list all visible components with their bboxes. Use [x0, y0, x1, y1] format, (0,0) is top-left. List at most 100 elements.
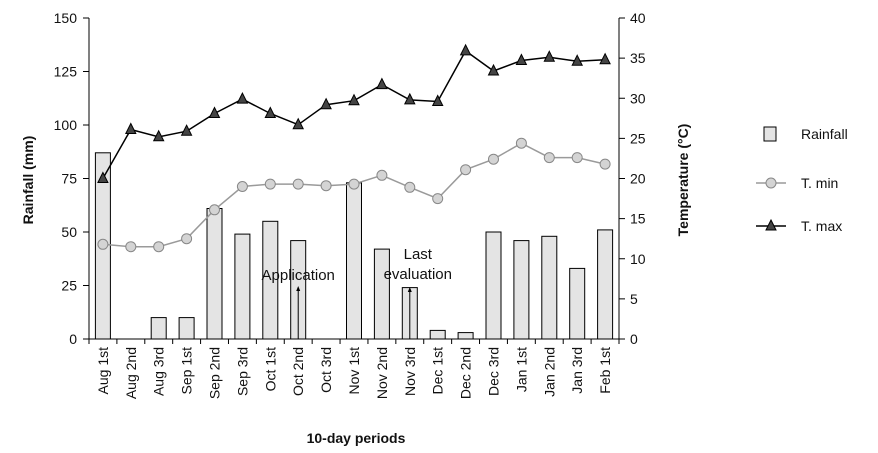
legend-rainfall-label: Rainfall: [801, 126, 848, 142]
right-tick-label: 35: [630, 50, 646, 66]
tmin-point: [515, 137, 527, 149]
tmin-point: [320, 180, 332, 192]
left-tick-label: 75: [61, 171, 77, 187]
tmax-point: [236, 91, 249, 104]
right-tick-label: 15: [630, 211, 646, 227]
right-tick-label: 30: [630, 90, 646, 106]
tmax-point: [599, 52, 611, 65]
tmin-point: [209, 204, 220, 216]
tmin-point: [264, 178, 276, 190]
rainfall-bar: [234, 233, 251, 340]
x-tick-label: Dec 3rd: [486, 347, 502, 396]
temperature-lines: [97, 43, 611, 253]
left-tick-label: 50: [61, 224, 77, 240]
x-tick-label: Jan 3rd: [569, 347, 585, 394]
annotation-arrows: [296, 286, 412, 339]
right-tick-label: 25: [630, 130, 646, 146]
tmin-point: [376, 169, 388, 181]
right-tick-label: 0: [630, 331, 638, 347]
tmax-point: [459, 43, 472, 56]
rainfall-bar: [457, 332, 474, 340]
rainfall-bar: [346, 182, 362, 340]
tmax-point: [264, 106, 277, 118]
rainfall-bar: [485, 231, 502, 340]
tmax-point: [431, 94, 444, 106]
legend: Rainfall T. min T. max: [756, 126, 848, 234]
tmin-point: [404, 181, 416, 193]
rainfall-bar: [150, 317, 167, 340]
tmin-point: [460, 164, 472, 176]
x-tick-label: Aug 3rd: [151, 347, 167, 396]
tmax-point: [97, 171, 109, 183]
rainfall-bar: [206, 208, 223, 340]
left-tick-label: 0: [69, 331, 77, 347]
right-tick-label: 10: [630, 251, 646, 267]
x-tick-label: Oct 1st: [262, 347, 278, 391]
tmax-point: [403, 92, 416, 105]
tmax-point: [376, 77, 388, 90]
rainfall-bar: [429, 329, 446, 340]
x-tick-label: Sep 2nd: [207, 347, 223, 399]
legend-tmax-marker: [765, 218, 777, 231]
tmin-point: [181, 233, 193, 245]
tmin-point: [236, 181, 248, 192]
tmax-point: [320, 97, 332, 110]
x-tick-label: Oct 3rd: [318, 347, 334, 393]
axes: [83, 17, 625, 344]
left-tick-label: 125: [54, 64, 78, 80]
left-tick-label: 150: [54, 10, 78, 26]
annotations: Application Last evaluation: [262, 246, 452, 284]
right-tick-label: 20: [630, 171, 646, 187]
x-axis-title: 10-day periods: [307, 430, 406, 446]
x-tick-label: Dec 2nd: [458, 347, 474, 399]
right-axis-title: Temperature (°C): [675, 124, 691, 237]
tmax-point: [348, 93, 360, 106]
x-tick-label: Sep 3rd: [234, 347, 250, 396]
tmax-point: [208, 106, 221, 118]
tmin-point: [348, 178, 360, 190]
tmax-point: [543, 50, 556, 62]
tmax-point: [124, 122, 137, 134]
x-tick-label: Nov 3rd: [402, 347, 418, 396]
tmax-line: [102, 49, 606, 179]
rainfall-bar: [597, 229, 614, 340]
rainfall-bar: [513, 240, 530, 340]
annotation-arrow-head: [296, 286, 301, 291]
left-tick-label: 100: [54, 117, 78, 133]
right-tick-label: 5: [630, 291, 638, 307]
annotation-last-evaluation: Last evaluation: [384, 246, 452, 283]
x-tick-label: Dec 1st: [430, 347, 446, 395]
tmin-point: [599, 158, 611, 170]
x-tick-label: Oct 2nd: [290, 347, 306, 396]
tmax-point: [571, 54, 584, 66]
tmin-point: [571, 152, 583, 164]
rainfall-bar: [178, 317, 195, 340]
rainfall-bars: [94, 152, 614, 340]
tmin-point: [543, 152, 555, 164]
x-tick-label: Feb 1st: [597, 347, 613, 394]
rainfall-bar: [569, 267, 586, 340]
tmin-point: [488, 153, 499, 165]
x-tick-label: Nov 2nd: [374, 347, 390, 399]
tmax-point: [292, 117, 305, 130]
x-tick-label: Aug 1st: [95, 347, 111, 395]
x-tick-label: Sep 1st: [179, 347, 195, 395]
legend-rainfall-swatch: [763, 126, 777, 142]
tmin-point: [432, 193, 444, 205]
rainfall-bar: [373, 248, 390, 340]
tmin-point: [153, 241, 165, 253]
tmin-point: [97, 238, 109, 250]
tmax-point: [487, 63, 500, 76]
annotation-application: Application: [262, 267, 335, 284]
legend-tmax-label: T. max: [801, 218, 842, 234]
rainfall-bar: [541, 235, 558, 340]
right-tick-label: 40: [630, 10, 646, 26]
tick-labels: 0 25 50 75 100 125 150 0 5 10 15 20 25 30 35 40 Aug 1st A…: [54, 10, 646, 399]
tmin-point: [125, 241, 137, 253]
left-axis-title: Rainfall (mm): [20, 136, 36, 225]
legend-tmin-marker: [765, 177, 777, 189]
x-tick-label: Nov 1st: [346, 347, 362, 395]
left-tick-label: 25: [61, 278, 77, 294]
tmax-point: [180, 124, 193, 136]
